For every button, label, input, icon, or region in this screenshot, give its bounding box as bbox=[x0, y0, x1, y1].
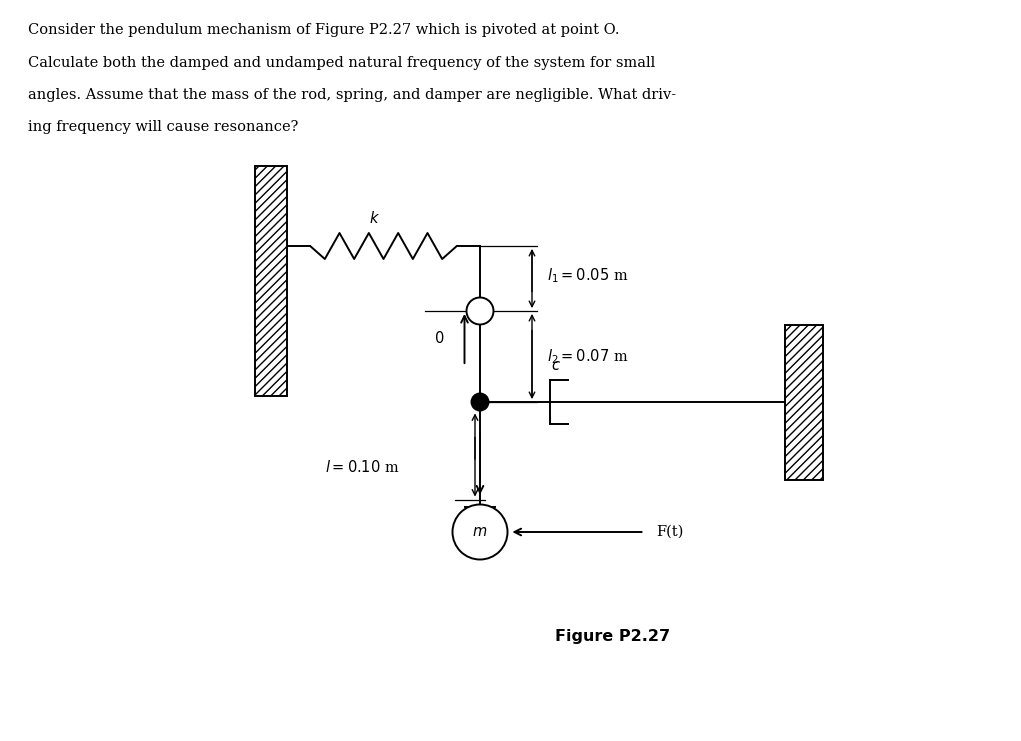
Text: Consider the pendulum mechanism of Figure P2.27 which is pivoted at point O.: Consider the pendulum mechanism of Figur… bbox=[28, 23, 620, 37]
Text: $l_1 = 0.05$ m: $l_1 = 0.05$ m bbox=[547, 266, 629, 285]
Circle shape bbox=[452, 505, 507, 559]
Text: $l_2 = 0.07$ m: $l_2 = 0.07$ m bbox=[547, 347, 629, 366]
Text: F(t): F(t) bbox=[657, 525, 684, 539]
Text: k: k bbox=[370, 211, 378, 226]
Text: 0: 0 bbox=[435, 331, 444, 346]
Bar bbox=[255, 166, 287, 396]
Text: m: m bbox=[473, 525, 487, 539]
Circle shape bbox=[467, 297, 493, 325]
Circle shape bbox=[472, 393, 488, 411]
Text: Figure P2.27: Figure P2.27 bbox=[555, 628, 670, 643]
Text: c: c bbox=[551, 358, 560, 373]
Text: angles. Assume that the mass of the rod, spring, and damper are negligible. What: angles. Assume that the mass of the rod,… bbox=[28, 88, 676, 102]
Text: Calculate both the damped and undamped natural frequency of the system for small: Calculate both the damped and undamped n… bbox=[28, 56, 655, 70]
Bar bbox=[785, 325, 823, 479]
Text: $l = 0.10$ m: $l = 0.10$ m bbox=[325, 459, 399, 475]
Text: ing frequency will cause resonance?: ing frequency will cause resonance? bbox=[28, 121, 298, 135]
